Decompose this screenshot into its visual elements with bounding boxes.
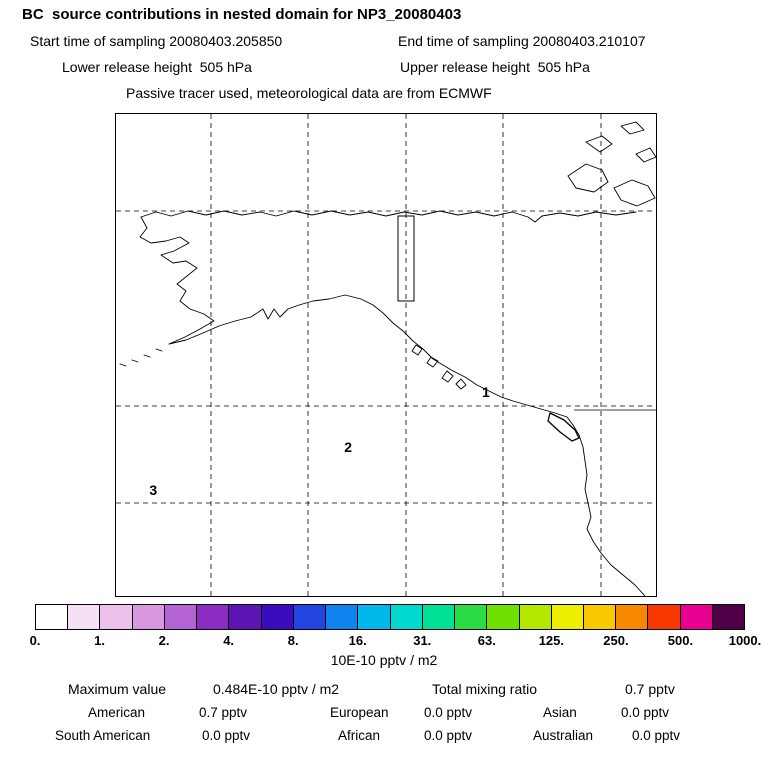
colorbar-cell <box>164 605 198 629</box>
region-value-american: 0.7 pptv <box>199 705 248 720</box>
page-title: BC source contributions in nested domain… <box>22 6 462 23</box>
colorbar-cell <box>487 605 520 629</box>
map-marker-3: 3 <box>149 481 158 498</box>
region-name-south-american: South American <box>55 728 151 743</box>
colorbar-ticks: 0. 1. 2. 4. 8. 16. 31. 63. 125. 250. 500. 1000. <box>30 633 762 649</box>
region-name-european: European <box>330 705 389 720</box>
nested-domain-box <box>397 215 415 302</box>
region-value-asian: 0.0 pptv <box>621 705 670 720</box>
colorbar-tick-label: 4. <box>223 633 235 648</box>
colorbar-tick-label: 500. <box>667 633 694 648</box>
colorbar-cell <box>261 605 294 629</box>
tracer-note: Passive tracer used, meteorological data… <box>126 85 492 101</box>
region-value-australian: 0.0 pptv <box>632 728 681 743</box>
colorbar-cell <box>648 605 681 629</box>
colorbar-cell <box>455 605 488 629</box>
colorbar-cell <box>326 605 359 629</box>
region-value-south-american: 0.0 pptv <box>202 728 251 743</box>
colorbar-units-label: 10E-10 pptv / m2 <box>330 652 438 668</box>
colorbar-tick-label: 31. <box>413 633 432 648</box>
colorbar-cell <box>616 605 649 629</box>
colorbar-cell <box>132 605 165 629</box>
arctic-islands <box>567 121 656 207</box>
coastline <box>119 121 656 596</box>
colorbar-cell <box>519 605 552 629</box>
colorbar-cell <box>358 605 391 629</box>
aleutian-islands <box>119 348 163 367</box>
colorbar-tick-label: 1000. <box>728 633 762 648</box>
total-mixing-value: 0.7 pptv <box>625 681 675 697</box>
map-marker-1: 1 <box>481 384 490 401</box>
upper-release-label: Upper release height 505 hPa <box>400 59 590 75</box>
map-svg <box>116 114 656 596</box>
colorbar-tick-label: 8. <box>287 633 299 648</box>
region-name-asian: Asian <box>543 705 577 720</box>
colorbar-cell <box>100 605 133 629</box>
colorbar-cell <box>197 605 230 629</box>
colorbar-cell <box>390 605 423 629</box>
graticule-grid <box>116 114 656 596</box>
colorbar-cell <box>680 605 713 629</box>
map-area: 1 2 3 <box>115 113 657 597</box>
region-name-australian: Australian <box>533 728 594 743</box>
region-name-american: American <box>88 705 146 720</box>
colorbar-cell <box>36 605 69 629</box>
colorbar-tick-label: 125. <box>538 633 565 648</box>
colorbar-cell <box>229 605 262 629</box>
southeast-alaska-islands <box>411 344 467 390</box>
colorbar-cell <box>551 605 584 629</box>
max-value-text: 0.484E-10 pptv / m2 <box>213 681 340 697</box>
start-time-label: Start time of sampling 20080403.205850 <box>30 33 283 49</box>
max-value-label: Maximum value <box>68 681 167 697</box>
end-time-label: End time of sampling 20080403.210107 <box>398 33 646 49</box>
region-name-african: African <box>338 728 381 743</box>
colorbar-cell <box>293 605 327 629</box>
map-marker-2: 2 <box>344 439 353 456</box>
colorbar-tick-label: 63. <box>477 633 496 648</box>
colorbar-tick-label: 2. <box>158 633 170 648</box>
colorbar-tick-label: 0. <box>29 633 41 648</box>
total-mixing-label: Total mixing ratio <box>432 681 538 697</box>
colorbar-cell <box>583 605 617 629</box>
colorbar-cell <box>68 605 101 629</box>
colorbar-tick-label: 16. <box>348 633 367 648</box>
vancouver-island <box>547 412 580 442</box>
region-value-european: 0.0 pptv <box>424 705 473 720</box>
colorbar-tick-label: 250. <box>603 633 629 648</box>
region-value-african: 0.0 pptv <box>424 728 473 743</box>
colorbar-cell <box>422 605 456 629</box>
lower-release-label: Lower release height 505 hPa <box>62 59 252 75</box>
colorbar <box>35 604 745 630</box>
colorbar-tick-label: 1. <box>94 633 105 648</box>
colorbar-cell <box>712 605 745 629</box>
